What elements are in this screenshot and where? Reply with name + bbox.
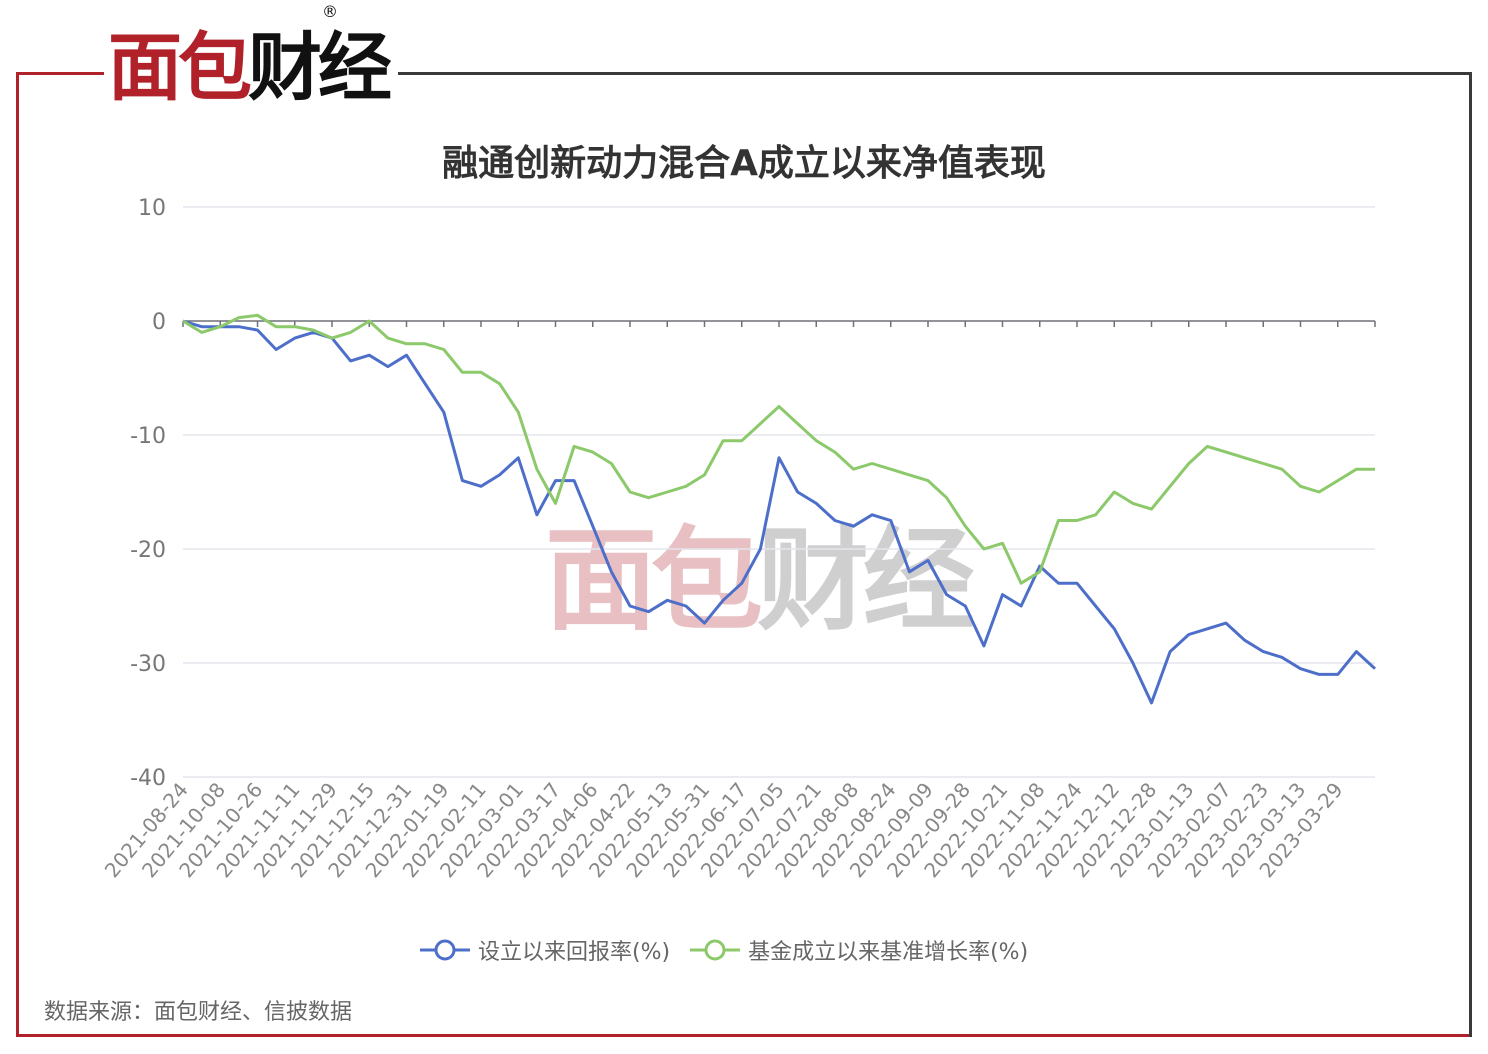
y-tick-label: -30 (130, 652, 166, 677)
data-source: 数据来源：面包财经、信披数据 (44, 1000, 353, 1025)
legend-line-circle-icon (420, 939, 470, 961)
brand-logo: 面包财经 (108, 25, 392, 111)
series-line-0 (182, 319, 1377, 705)
y-tick-label: 10 (138, 196, 166, 221)
y-tick-label: -10 (130, 424, 166, 449)
frame-bottom-line (16, 1034, 1472, 1037)
frame-left-line (16, 72, 19, 1037)
chart-legend: 设立以来回报率(%) 基金成立以来基准增长率(%) (420, 934, 1028, 966)
y-tick-label: -20 (130, 538, 166, 563)
frame-right-line (1469, 72, 1472, 1037)
frame-top-left-line (16, 72, 104, 75)
legend-line-circle-icon (690, 939, 741, 961)
registered-mark: ® (322, 2, 338, 21)
legend-label: 基金成立以来基准增长率(%) (748, 940, 1029, 965)
legend-label: 设立以来回报率(%) (478, 940, 671, 965)
y-tick-label: 0 (152, 310, 166, 335)
series-line-1 (182, 313, 1375, 585)
legend-item-return[interactable]: 设立以来回报率(%) (420, 934, 670, 966)
frame-top-line (398, 72, 1472, 75)
legend-item-benchmark[interactable]: 基金成立以来基准增长率(%) (690, 934, 1028, 966)
chart-title: 融通创新动力混合A成立以来净值表现 (442, 143, 1046, 184)
y-tick-label: -40 (130, 766, 166, 791)
